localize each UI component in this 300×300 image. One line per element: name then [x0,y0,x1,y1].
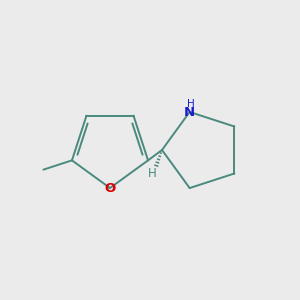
Text: O: O [104,182,116,194]
Text: N: N [184,106,195,119]
Text: H: H [148,167,157,180]
Text: H: H [187,99,194,109]
